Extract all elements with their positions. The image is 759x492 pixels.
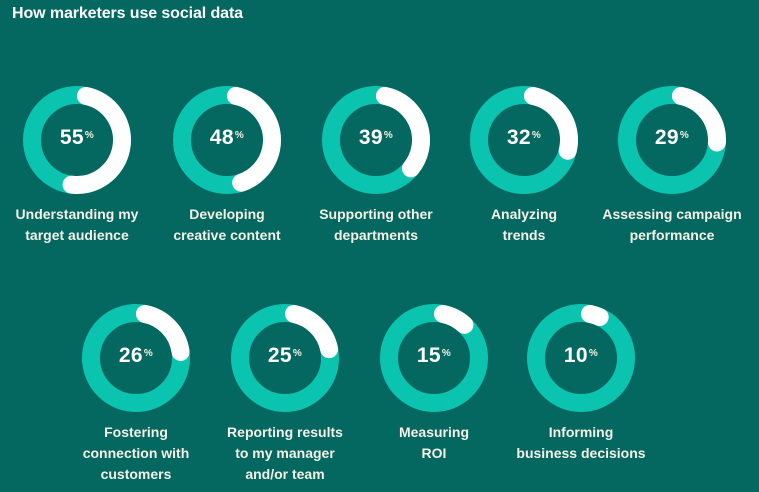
donut-item: 32% Analyzing trends bbox=[444, 85, 604, 246]
percentage-value: 32% bbox=[444, 126, 604, 150]
label-line: business decisions bbox=[516, 445, 646, 461]
donut-fill-arc bbox=[23, 86, 131, 194]
donut-ring bbox=[527, 304, 635, 412]
donut-item: 26% Fostering connection with customers bbox=[56, 303, 216, 485]
donut-label: Reporting results to my manager and/or tea… bbox=[205, 422, 365, 485]
donut-fill-arc bbox=[173, 86, 281, 194]
percentage-number: 29 bbox=[654, 126, 679, 149]
percentage-number: 15 bbox=[416, 344, 441, 367]
label-line: Developing bbox=[189, 206, 265, 222]
percent-sign: % bbox=[588, 348, 599, 359]
percentage-value: 15% bbox=[354, 344, 514, 368]
percentage-value: 39% bbox=[296, 126, 456, 150]
percentage-number: 55 bbox=[59, 126, 84, 149]
percentage-number: 39 bbox=[358, 126, 383, 149]
donut-fill-arc bbox=[380, 304, 488, 412]
donut-ring bbox=[23, 86, 131, 194]
label-line: departments bbox=[333, 227, 419, 243]
percentage-number: 48 bbox=[209, 126, 234, 149]
chart-title: How marketers use social data bbox=[12, 5, 243, 22]
percent-sign: % bbox=[143, 348, 154, 359]
label-line: Reporting results bbox=[227, 424, 343, 440]
percent-sign: % bbox=[383, 130, 394, 141]
label-line: Analyzing bbox=[490, 206, 558, 222]
percentage-number: 25 bbox=[267, 344, 292, 367]
label-line: Understanding my bbox=[15, 206, 139, 222]
label-line: trends bbox=[502, 227, 546, 243]
donut-item: 39% Supporting other departments bbox=[296, 85, 456, 246]
donut-fill-arc bbox=[82, 304, 190, 412]
donut-label: Measuring ROI bbox=[354, 422, 514, 464]
donut-ring bbox=[322, 86, 430, 194]
donut-ring bbox=[380, 304, 488, 412]
donut-fill-arc bbox=[470, 86, 578, 194]
label-line: Informing bbox=[548, 424, 614, 440]
donut-label: Analyzing trends bbox=[444, 204, 604, 246]
donut-ring bbox=[470, 86, 578, 194]
percent-sign: % bbox=[441, 348, 452, 359]
donut-label: Informing business decisions bbox=[501, 422, 661, 464]
label-line: and/or team bbox=[245, 466, 325, 482]
donut-label: Assessing campaign performance bbox=[592, 204, 752, 246]
donut-ring bbox=[82, 304, 190, 412]
donut-item: 29% Assessing campaign performance bbox=[592, 85, 752, 246]
donut-item: 15% Measuring ROI bbox=[354, 303, 514, 464]
percentage-value: 25% bbox=[205, 344, 365, 368]
donut-fill-arc bbox=[618, 86, 726, 194]
percentage-number: 32 bbox=[506, 126, 531, 149]
percentage-number: 26 bbox=[118, 344, 143, 367]
label-line: target audience bbox=[25, 227, 129, 243]
donut-fill-arc bbox=[322, 86, 430, 194]
label-line: Measuring bbox=[398, 424, 469, 440]
donut-ring bbox=[231, 304, 339, 412]
percent-sign: % bbox=[292, 348, 303, 359]
donut-fill-arc bbox=[527, 304, 635, 412]
percentage-value: 10% bbox=[501, 344, 661, 368]
donut-ring bbox=[618, 86, 726, 194]
label-line: creative content bbox=[173, 227, 281, 243]
donut-label: Developing creative content bbox=[147, 204, 307, 246]
percentage-value: 55% bbox=[0, 126, 157, 150]
label-line: Supporting other bbox=[319, 206, 433, 222]
label-line: performance bbox=[629, 227, 715, 243]
label-line: Assessing campaign bbox=[602, 206, 742, 222]
percent-sign: % bbox=[531, 130, 542, 141]
donut-ring bbox=[173, 86, 281, 194]
donut-item: 10% Informing business decisions bbox=[501, 303, 661, 464]
donut-fill-arc bbox=[231, 304, 339, 412]
percent-sign: % bbox=[234, 130, 245, 141]
donut-item: 25% Reporting results to my manager and/or … bbox=[205, 303, 365, 485]
percent-sign: % bbox=[84, 130, 95, 141]
donut-item: 48% Developing creative content bbox=[147, 85, 307, 246]
donut-label: Fostering connection with customers bbox=[56, 422, 216, 485]
donut-item: 55% Understanding my target audience bbox=[0, 85, 157, 246]
label-line: Fostering bbox=[104, 424, 168, 440]
percentage-value: 29% bbox=[592, 126, 752, 150]
percentage-value: 26% bbox=[56, 344, 216, 368]
percentage-value: 48% bbox=[147, 126, 307, 150]
percent-sign: % bbox=[679, 130, 690, 141]
label-line: customers bbox=[100, 466, 172, 482]
donut-label: Supporting other departments bbox=[296, 204, 456, 246]
donut-label: Understanding my target audience bbox=[0, 204, 157, 246]
label-line: ROI bbox=[421, 445, 447, 461]
label-line: to my manager bbox=[235, 445, 335, 461]
label-line: connection with bbox=[82, 445, 190, 461]
percentage-number: 10 bbox=[563, 344, 588, 367]
